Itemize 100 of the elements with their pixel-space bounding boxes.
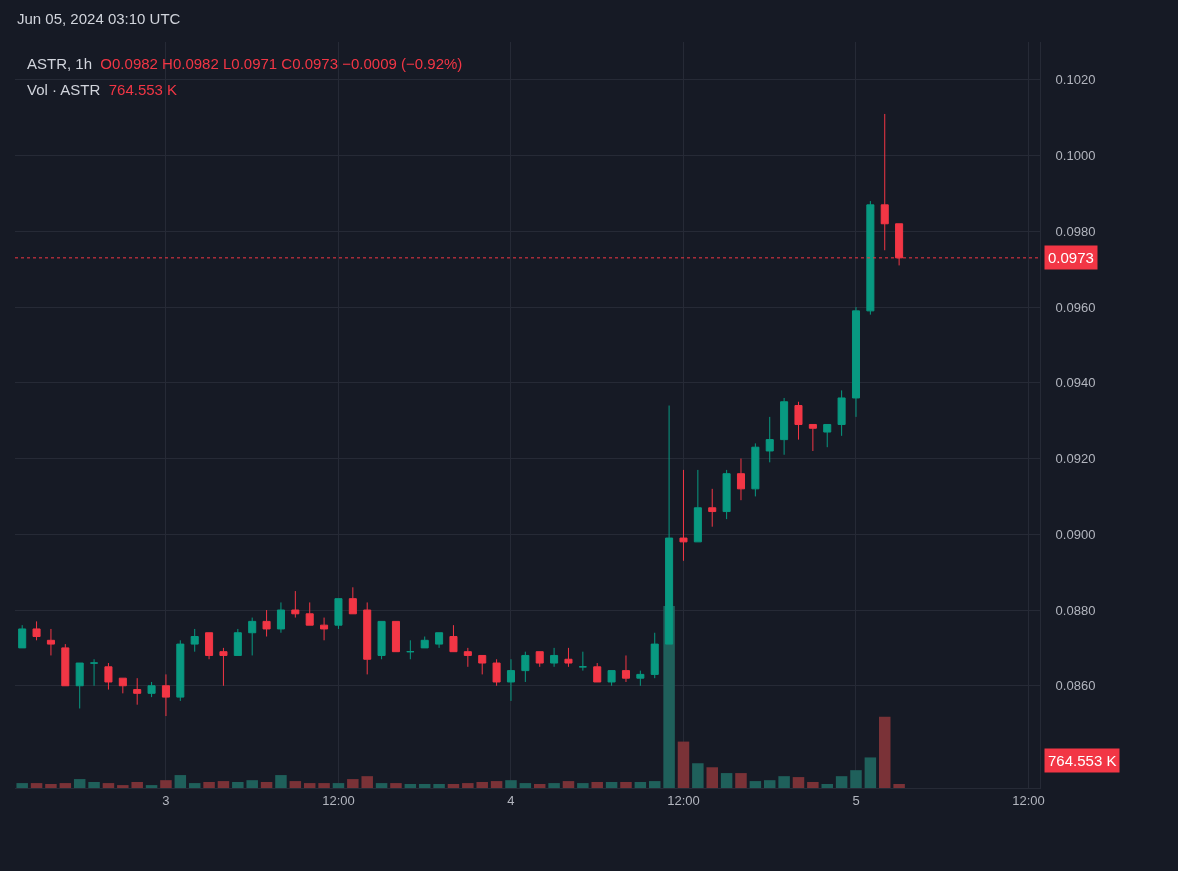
candlestick [851, 306, 861, 418]
x-tick-label: 12:00 [1012, 792, 1045, 808]
x-tick-label: 4 [507, 792, 515, 808]
candlestick [176, 639, 185, 702]
y-tick-label: 0.1000 [1055, 148, 1096, 164]
bar [117, 785, 129, 788]
candlestick [521, 651, 530, 683]
text: 764.553 K [1048, 752, 1117, 769]
bar [203, 782, 215, 788]
bar [893, 784, 905, 788]
candlestick [219, 647, 228, 687]
bar [131, 782, 143, 788]
candlestick [564, 647, 573, 668]
candlestick [650, 632, 659, 679]
x-tick-label: 12:00 [667, 792, 700, 808]
candlestick [621, 654, 630, 683]
candlestick [837, 389, 846, 437]
ref-line-label: 0.0973 [1048, 249, 1094, 266]
candlestick [607, 670, 616, 687]
candlestick [478, 654, 487, 675]
bar [821, 784, 833, 788]
bar [232, 782, 244, 788]
candlestick [794, 401, 803, 441]
candlestick [291, 590, 300, 619]
bar [720, 773, 733, 788]
bar [433, 784, 445, 788]
candlestick [679, 469, 688, 562]
candlestick [262, 609, 271, 638]
bar [490, 781, 503, 788]
y-tick-label: 0.0860 [1055, 678, 1096, 694]
candlestick [334, 598, 343, 630]
candlestick [18, 624, 27, 649]
candlestick [406, 639, 415, 660]
candlestick [104, 662, 113, 691]
bar [145, 785, 158, 788]
candlestick [248, 617, 257, 656]
bar [605, 782, 618, 788]
bar [548, 783, 560, 788]
candlestick [636, 670, 645, 687]
candlestick [320, 617, 329, 641]
candlestick [190, 628, 199, 653]
bar [634, 782, 647, 788]
candlestick [233, 628, 242, 656]
candlestick [535, 651, 544, 668]
bar [807, 782, 819, 788]
bar [648, 781, 661, 788]
candlestick [506, 658, 515, 702]
bar [577, 783, 589, 788]
bar [519, 783, 532, 788]
bar [850, 770, 862, 788]
x-tick-label: 3 [162, 792, 170, 808]
bar [59, 783, 72, 788]
bar [73, 779, 86, 788]
y-tick-label: 0.1020 [1055, 72, 1096, 88]
bar [217, 781, 230, 788]
candlestick [492, 658, 501, 687]
candlestick [693, 469, 702, 543]
bar [188, 783, 201, 788]
candlestick [161, 673, 170, 717]
bar [562, 781, 575, 788]
candlestick [435, 632, 444, 649]
bar [735, 773, 747, 788]
candlestick [118, 677, 127, 694]
bar [30, 783, 43, 788]
candlestick [736, 458, 745, 501]
candlestick [75, 662, 84, 709]
bar [835, 776, 848, 788]
candlestick [147, 681, 156, 698]
bar [692, 763, 704, 788]
bar [447, 784, 460, 788]
bar [505, 780, 517, 788]
y-tick-label: 0.0980 [1055, 223, 1096, 239]
chart-title: Vol · ASTR [27, 81, 101, 98]
candlestick [205, 632, 214, 660]
candlestick [550, 647, 559, 668]
candlestick [808, 423, 817, 452]
candlestick [363, 601, 372, 675]
candlestick [463, 647, 472, 668]
bar [45, 784, 57, 788]
candlestick [32, 620, 41, 641]
bar [749, 781, 762, 788]
candlestick [391, 620, 400, 653]
bar [375, 783, 388, 788]
bar [778, 776, 790, 788]
chart-subtitle: 764.553 K [108, 81, 178, 98]
y-tick-label: 0.0900 [1055, 526, 1096, 542]
text: O0.0982 H0.0982 L0.0971 C0.0973 −0.0009 (−0.92%) [100, 55, 463, 72]
candlestick [276, 601, 285, 634]
candlestick [449, 624, 458, 653]
bar [246, 780, 258, 788]
bar [289, 781, 302, 788]
bar [763, 780, 776, 788]
bar [275, 775, 287, 788]
candlestick [722, 469, 731, 520]
candlestick [46, 628, 55, 656]
candlestick [765, 416, 774, 463]
bar [706, 767, 718, 788]
candlestick [880, 113, 889, 251]
candlestick [90, 658, 99, 687]
candlestick [377, 620, 386, 660]
